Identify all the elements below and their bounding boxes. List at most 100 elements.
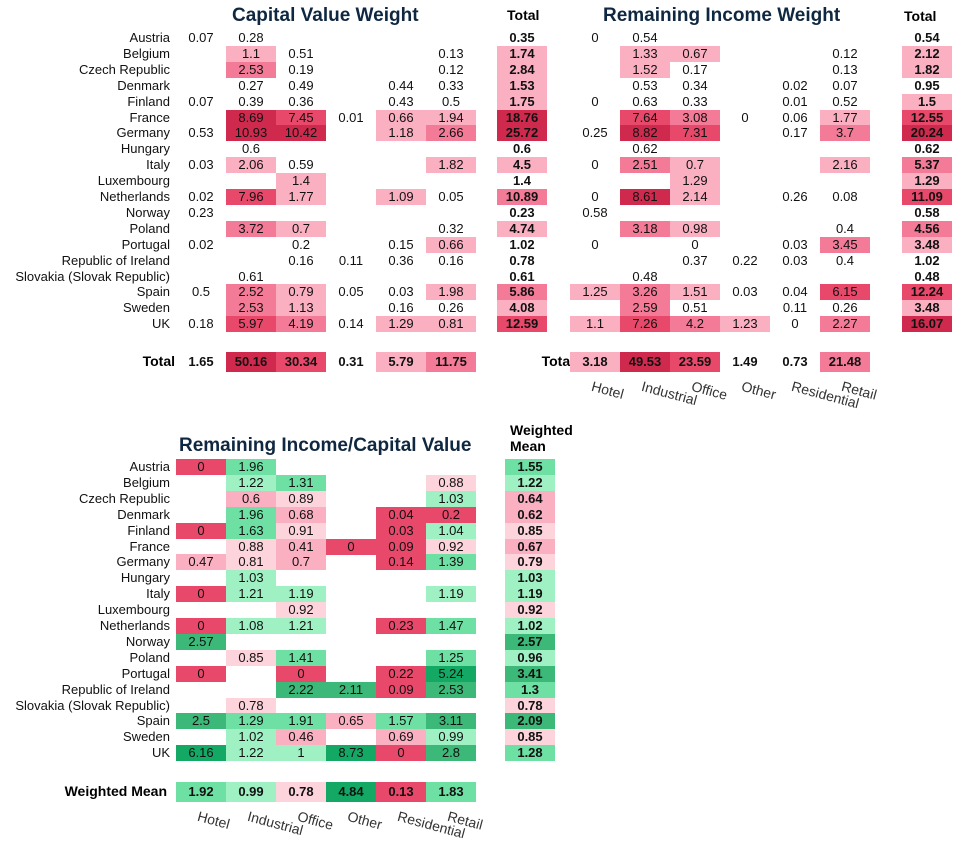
heatmap-cell: 1.23 bbox=[720, 316, 770, 333]
heatmap-cell: 0.99 bbox=[426, 729, 476, 746]
heatmap-cell: 1.02 bbox=[226, 729, 276, 746]
heatmap-cell: 0 bbox=[741, 109, 749, 125]
heatmap-cell: 0.02 bbox=[188, 189, 214, 204]
row-label: UK bbox=[151, 745, 170, 761]
row-total-cell: 1.82 bbox=[902, 61, 952, 78]
row-total-cell: 0.78 bbox=[505, 697, 555, 714]
row-total-cell: 0.54 bbox=[914, 30, 940, 45]
heatmap-cell: 2.16 bbox=[820, 157, 870, 174]
heatmap-cell: 0 bbox=[591, 93, 599, 109]
row-total-cell: 0.61 bbox=[509, 268, 535, 284]
heatmap-cell: 0 bbox=[591, 189, 599, 204]
heatmap-cell: 0.11 bbox=[338, 252, 364, 268]
heatmap-cell: 0.89 bbox=[276, 490, 326, 507]
row-label: Czech Republic bbox=[78, 490, 170, 506]
heatmap-cell: 1.4 bbox=[276, 173, 326, 190]
row-label: Norway bbox=[125, 204, 170, 220]
column-total-cell: 23.59 bbox=[670, 352, 720, 372]
heatmap-cell: 2.11 bbox=[326, 681, 376, 698]
heatmap-cell: 0.92 bbox=[276, 602, 326, 619]
row-label: UK bbox=[151, 316, 170, 332]
row-label: France bbox=[129, 109, 170, 125]
row-label: Republic of Ireland bbox=[61, 681, 170, 697]
row-total-cell: 0.58 bbox=[914, 204, 940, 220]
heatmap-cell: 0.02 bbox=[782, 77, 808, 93]
heatmap-cell: 0.07 bbox=[188, 93, 214, 109]
column-label: Hotel bbox=[589, 378, 626, 402]
row-label: Slovakia (Slovak Republic) bbox=[15, 268, 170, 284]
panel3-weighted-mean-header: Weighted Mean bbox=[510, 422, 573, 454]
heatmap-cell: 2.51 bbox=[620, 157, 670, 174]
heatmap-cell: 1.33 bbox=[620, 45, 670, 62]
heatmap-cell: 0.12 bbox=[832, 45, 858, 61]
heatmap-cell: 0.66 bbox=[426, 236, 476, 253]
heatmap-cell: 0 bbox=[326, 538, 376, 555]
heatmap-cell: 0 bbox=[276, 665, 326, 682]
heatmap-cell: 2.06 bbox=[226, 157, 276, 174]
heatmap-cell: 0.65 bbox=[326, 713, 376, 730]
heatmap-cell: 3.7 bbox=[820, 125, 870, 142]
heatmap-cell: 2.66 bbox=[426, 125, 476, 142]
heatmap-cell: 8.82 bbox=[620, 125, 670, 142]
heatmap-cell: 1.19 bbox=[276, 586, 326, 603]
total-row-label: Weighted Mean bbox=[64, 783, 167, 799]
heatmap-cell: 1.98 bbox=[426, 284, 476, 301]
row-label: Italy bbox=[146, 157, 170, 173]
heatmap-cell: 1.39 bbox=[426, 554, 476, 571]
heatmap-cell: 3.72 bbox=[226, 220, 276, 237]
row-label: Netherlands bbox=[99, 189, 170, 204]
heatmap-cell: 7.96 bbox=[226, 189, 276, 205]
heatmap-cell: 0.17 bbox=[782, 125, 808, 141]
heatmap-cell: 0.7 bbox=[276, 220, 326, 237]
row-label: Belgium bbox=[123, 474, 170, 490]
total-row-label: Total bbox=[142, 353, 175, 369]
heatmap-cell: 7.64 bbox=[620, 109, 670, 126]
heatmap-cell: 0.66 bbox=[376, 109, 426, 126]
heatmap-cell: 0.81 bbox=[226, 554, 276, 571]
heatmap-cell: 0.59 bbox=[288, 157, 314, 173]
heatmap-cell: 1.96 bbox=[226, 459, 276, 475]
heatmap-cell: 0.67 bbox=[670, 45, 720, 62]
row-total-cell: 0.85 bbox=[505, 522, 555, 539]
heatmap-cell: 1.29 bbox=[670, 173, 720, 190]
column-total-cell: 21.48 bbox=[820, 352, 870, 372]
heatmap-cell: 0.63 bbox=[632, 93, 658, 109]
column-total-cell: 1.92 bbox=[176, 782, 226, 802]
heatmap-cell: 0.39 bbox=[238, 93, 264, 109]
heatmap-cell: 0.85 bbox=[226, 649, 276, 666]
heatmap-cell: 0.51 bbox=[682, 300, 708, 316]
heatmap-cell: 2.57 bbox=[176, 633, 226, 650]
heatmap-cell: 0 bbox=[591, 157, 599, 173]
heatmap-cell: 0.61 bbox=[238, 268, 264, 284]
panel3-title: Remaining Income/Capital Value bbox=[179, 435, 472, 456]
column-total-cell: 0.78 bbox=[276, 782, 326, 802]
column-total-cell: 1.83 bbox=[426, 782, 476, 802]
heatmap-cell: 0.43 bbox=[388, 93, 414, 109]
heatmap-cell: 0.6 bbox=[226, 490, 276, 507]
row-label: Finland bbox=[127, 522, 170, 538]
heatmap-cell: 1.08 bbox=[226, 618, 276, 634]
panel1-total-header: Total bbox=[507, 7, 540, 23]
row-label: Sweden bbox=[123, 729, 170, 745]
heatmap-cell: 0.88 bbox=[226, 538, 276, 555]
row-label: Germany bbox=[116, 554, 170, 570]
heatmap-cell: 8.61 bbox=[620, 189, 670, 205]
heatmap-cell: 0.81 bbox=[426, 316, 476, 333]
heatmap-cell: 0.69 bbox=[376, 729, 426, 746]
heatmap-cell: 0.08 bbox=[832, 189, 858, 204]
heatmap-cell: 0.6 bbox=[241, 141, 261, 157]
heatmap-cell: 3.18 bbox=[620, 220, 670, 237]
heatmap-cell: 0.47 bbox=[176, 554, 226, 571]
row-total-cell: 4.56 bbox=[902, 220, 952, 237]
heatmap-cell: 7.45 bbox=[276, 109, 326, 126]
heatmap-cell: 1.21 bbox=[226, 586, 276, 603]
heatmap-cell: 0.68 bbox=[276, 506, 326, 523]
row-total-cell: 0.92 bbox=[505, 602, 555, 619]
heatmap-cell: 2.53 bbox=[226, 300, 276, 317]
heatmap-cell: 0.33 bbox=[438, 77, 464, 93]
heatmap-cell: 0.33 bbox=[682, 93, 708, 109]
heatmap-cell: 0.15 bbox=[388, 236, 414, 252]
heatmap-cell: 0.79 bbox=[276, 284, 326, 301]
column-label: Hotel bbox=[195, 808, 232, 832]
heatmap-cell: 0.27 bbox=[238, 77, 264, 93]
